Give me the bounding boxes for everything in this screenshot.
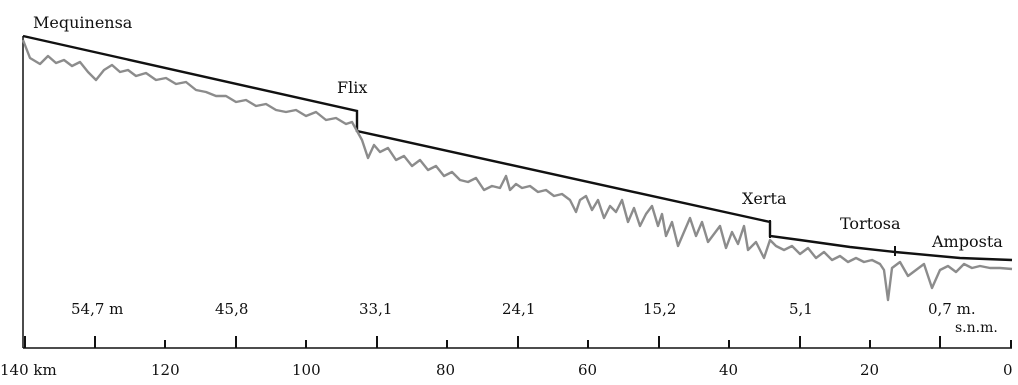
town-label-flix: Flix <box>337 78 368 97</box>
elevation-label: 5,1 <box>789 300 813 318</box>
distance-tick-label: 20 <box>860 361 880 379</box>
elevation-unit-label: s.n.m. <box>955 320 998 336</box>
town-label-amposta: Amposta <box>932 232 1003 251</box>
elevation-label: 15,2 <box>643 300 677 318</box>
elevation-label: 54,7 m <box>71 300 124 318</box>
distance-tick-label: 60 <box>578 361 598 379</box>
distance-tick-label: 80 <box>436 361 456 379</box>
town-label-mequinensa: Mequinensa <box>33 13 133 32</box>
town-label-xerta: Xerta <box>742 189 787 208</box>
elevation-label: 0,7 m. <box>928 300 976 318</box>
distance-tick-label: 0 <box>1003 361 1013 379</box>
riverbed-line <box>21 39 1013 302</box>
distance-tick-label: 40 <box>719 361 739 379</box>
distance-tick-label: 120 <box>151 361 180 379</box>
elevation-label: 33,1 <box>359 300 393 318</box>
distance-tick-label: 140 km <box>0 361 57 379</box>
elevation-label: 24,1 <box>502 300 536 318</box>
weir-steps <box>356 110 896 256</box>
distance-tick-label: 100 <box>292 361 321 379</box>
elevation-label: 45,8 <box>215 300 249 318</box>
town-label-tortosa: Tortosa <box>840 214 901 233</box>
distance-axis-ticks <box>24 336 1012 348</box>
